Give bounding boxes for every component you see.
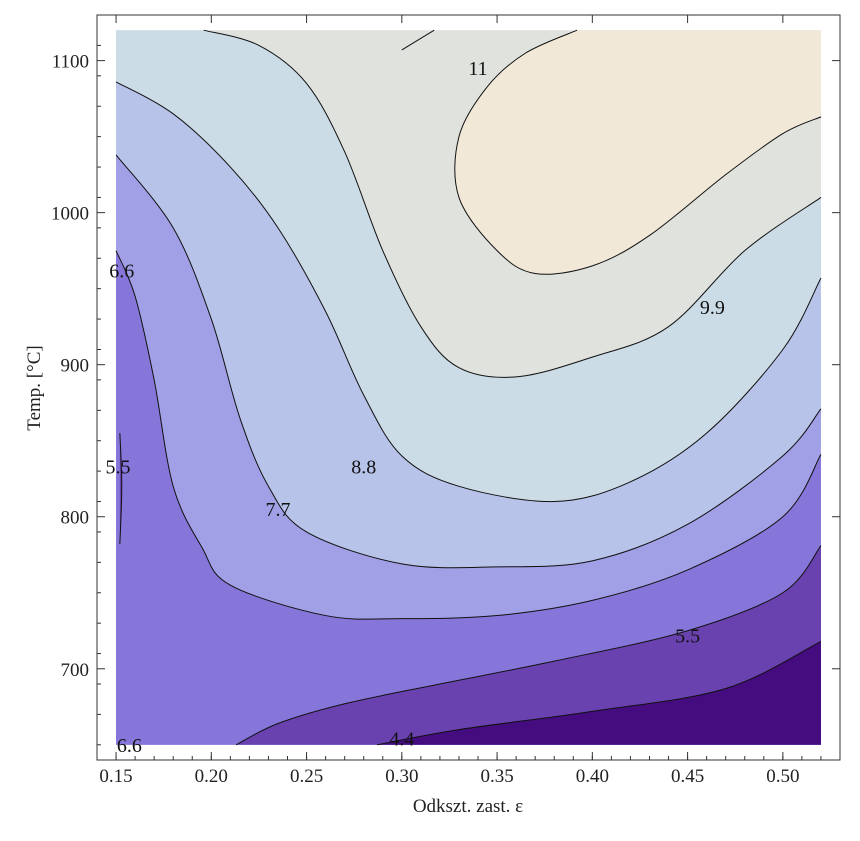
contour-line-9.9 <box>203 29 822 378</box>
plot-frame <box>96 14 841 761</box>
x-tick-label: 0.25 <box>290 766 323 787</box>
contour-label: 9.9 <box>700 297 725 319</box>
band-left-sliver <box>119 433 122 545</box>
contour-line-11 <box>454 29 822 275</box>
y-tick-label: 1100 <box>52 52 89 73</box>
contour-label: 5.5 <box>105 457 130 479</box>
y-tick-label: 1000 <box>51 204 89 225</box>
contour-label: 6.6 <box>109 260 134 282</box>
contour-line-8.8 <box>115 81 822 503</box>
x-axis-label: Odkszt. zast. ε <box>413 796 523 817</box>
contour-label: 5.5 <box>675 625 700 647</box>
band-below-4.4 <box>377 641 821 745</box>
x-tick-label: 0.35 <box>480 766 513 787</box>
x-axis: 0.15 0.20 0.25 0.30 0.35 0.40 0.45 0.50 <box>99 15 822 787</box>
contour-label: 7.7 <box>265 499 290 521</box>
y-axis-label: Temp. [°C] <box>24 345 45 430</box>
contour-lines <box>115 29 822 746</box>
contour-line-11 <box>401 29 435 51</box>
x-tick-label: 0.20 <box>195 766 228 787</box>
contour-line-6.6 <box>115 250 822 620</box>
contour-line-4.4 <box>376 640 822 746</box>
y-axis: 700 800 900 1000 1100 <box>51 44 840 746</box>
x-tick-label: 0.30 <box>385 766 418 787</box>
contour-labels: 11 9.9 8.8 7.7 6.6 5.5 5.5 6.6 4.4 <box>105 58 724 757</box>
contour-label: 11 <box>468 58 487 80</box>
y-tick-label: 800 <box>61 508 90 529</box>
band-4.4-5.5 <box>236 545 821 745</box>
y-tick-label: 700 <box>61 660 90 681</box>
x-tick-label: 0.15 <box>99 766 132 787</box>
band-above-11 <box>454 30 821 275</box>
contour-line-5.5 <box>235 545 822 746</box>
contour-label: 4.4 <box>389 729 414 751</box>
x-tick-label: 0.40 <box>576 766 609 787</box>
band-5.5-6.6 <box>116 250 821 745</box>
x-tick-label: 0.45 <box>671 766 704 787</box>
contour-label: 6.6 <box>117 735 142 757</box>
plot-area <box>116 30 821 745</box>
x-tick-label: 0.50 <box>766 766 799 787</box>
contour-line-5.5 <box>119 433 123 545</box>
contour-label: 8.8 <box>351 457 376 479</box>
contour-line-7.7 <box>115 154 822 569</box>
y-tick-label: 900 <box>61 356 90 377</box>
